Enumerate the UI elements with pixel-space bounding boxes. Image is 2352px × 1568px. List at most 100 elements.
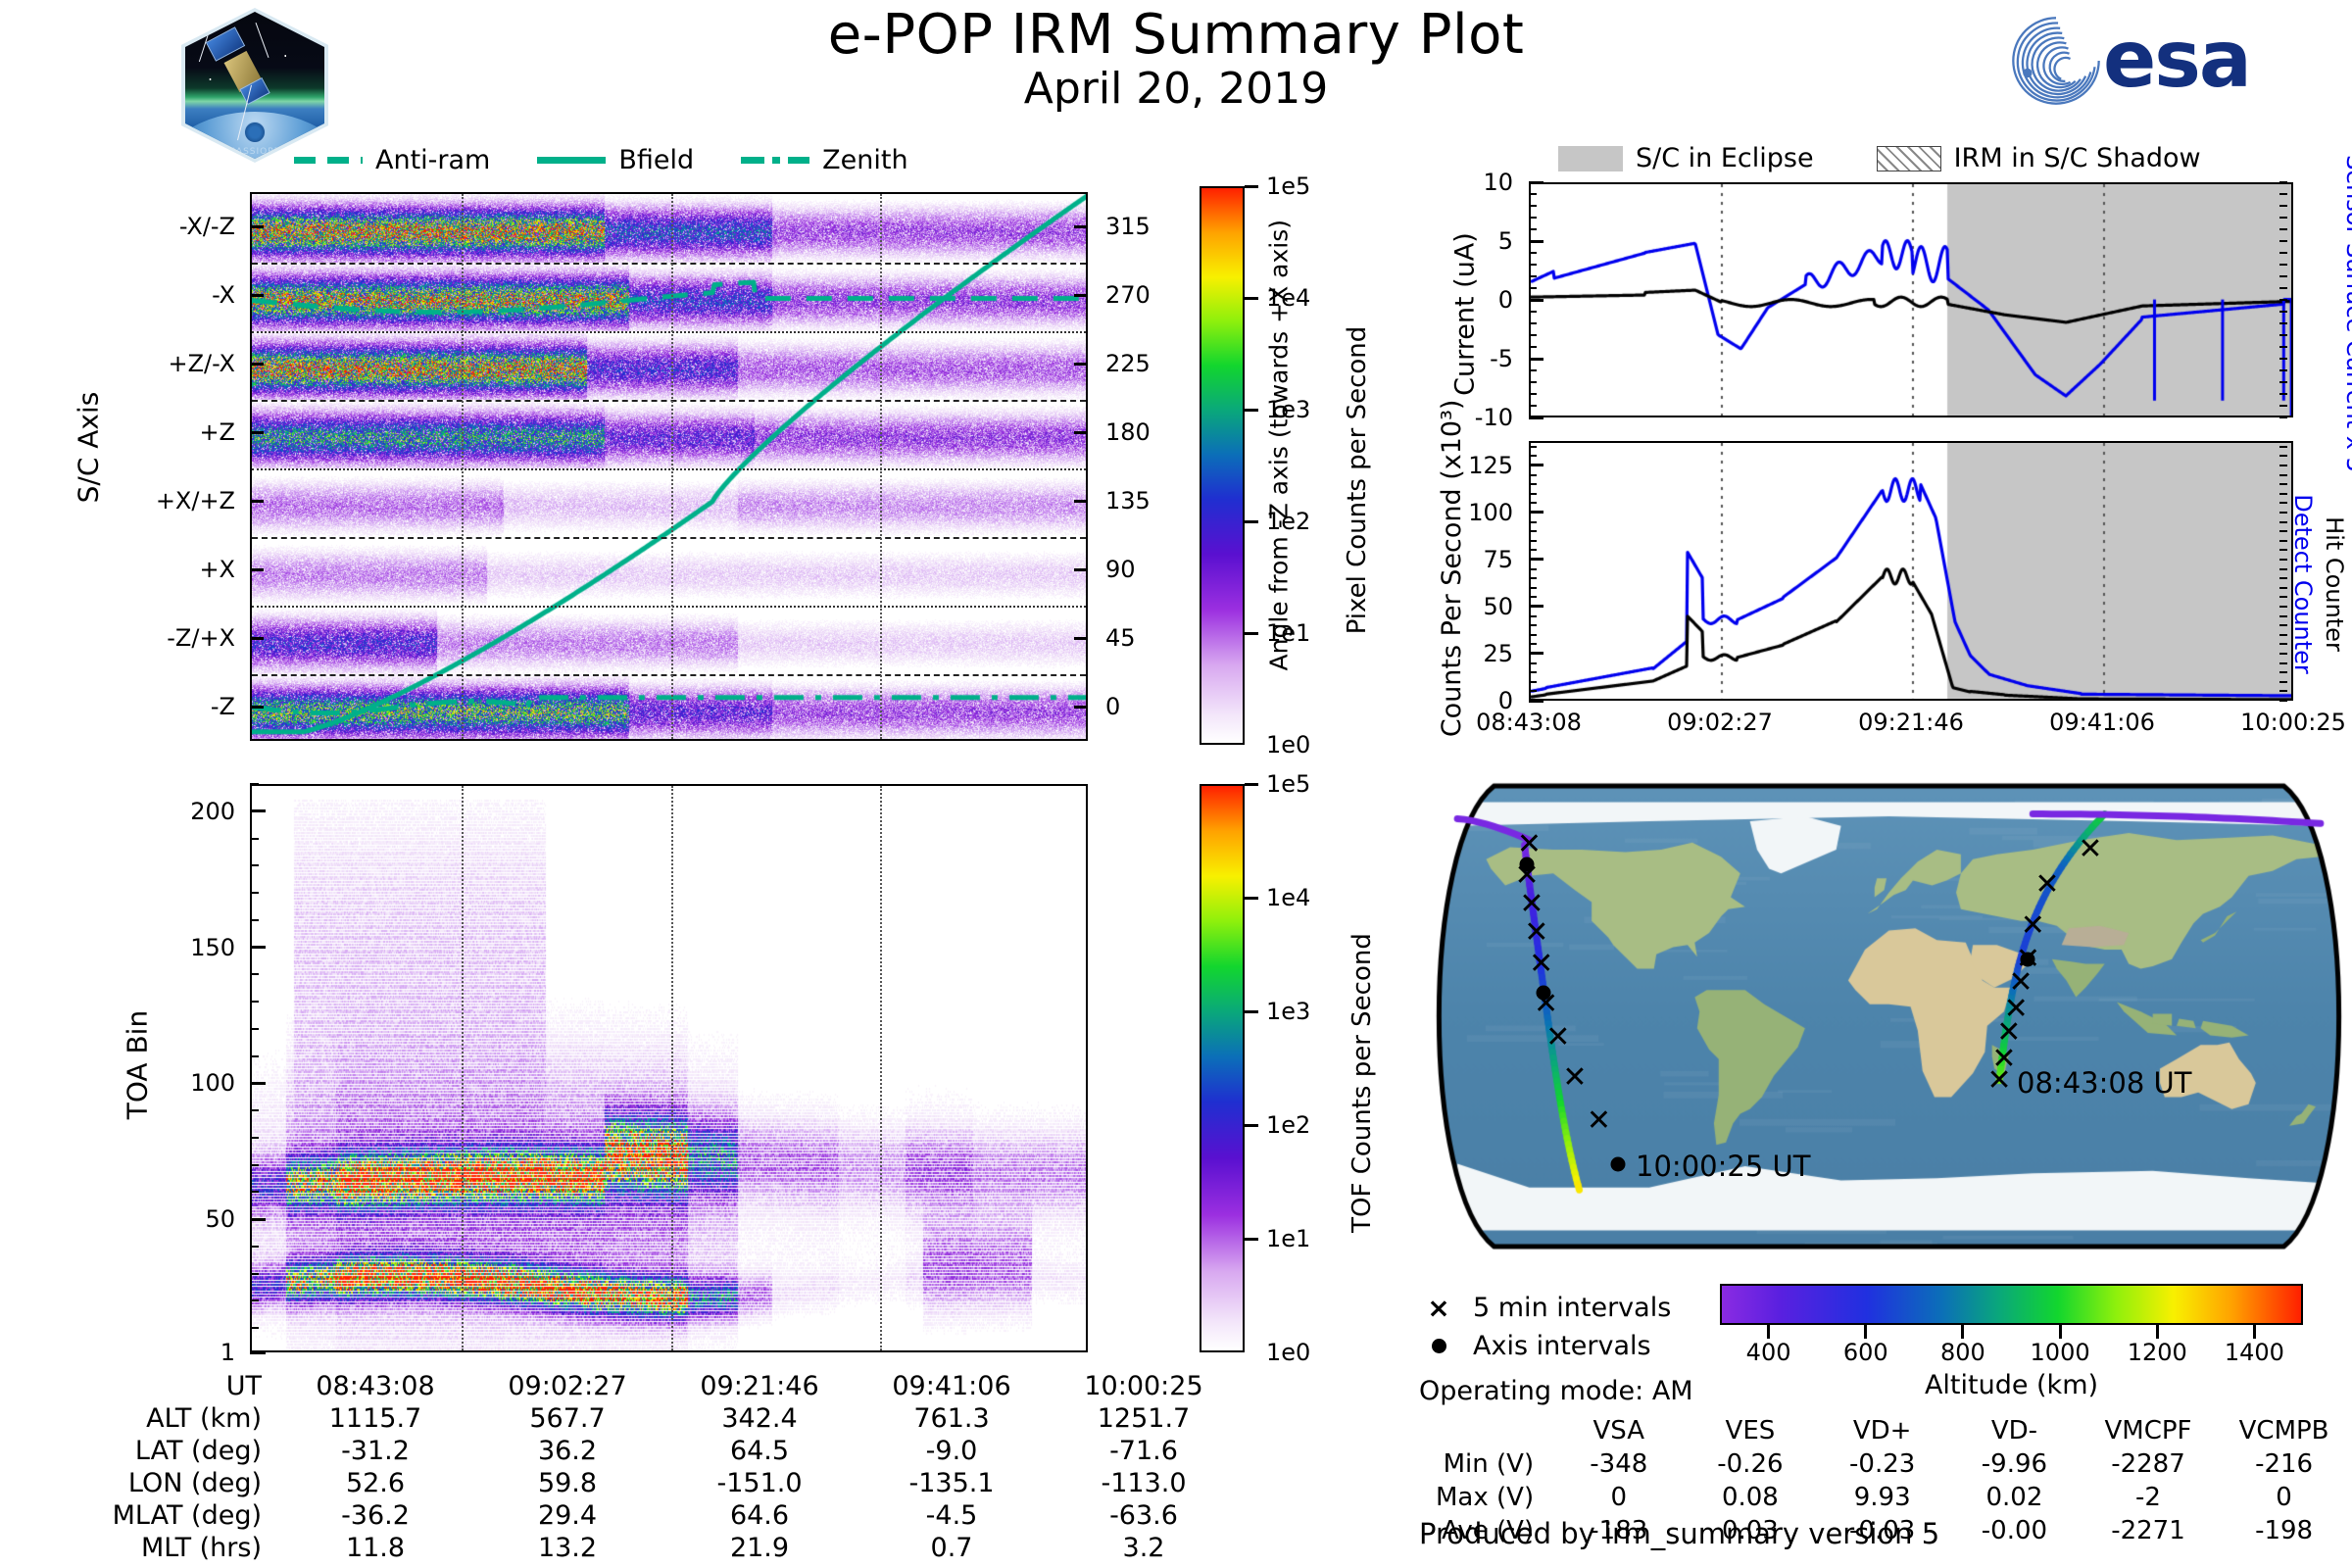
axis-tick-mark (1245, 631, 1258, 635)
axis-tick-mark (1529, 181, 1537, 183)
voltage-cell-1-3: 0.02 (1985, 1483, 2043, 1512)
voltage-row: Max (V) 0 0.08 9.93 0.02 -2 0 (1411, 1481, 2352, 1514)
axis-tick-mark (250, 636, 264, 640)
tof-colorbar-tick-3: 1e3 (1266, 998, 1311, 1025)
axis-tick-mark (2279, 605, 2287, 608)
axis-tick-mark (1245, 519, 1258, 523)
sc-axis-right-ytick-5: 90 (1105, 556, 1136, 583)
axis-tick-mark (1529, 228, 1537, 230)
axis-tick-mark (2279, 464, 2287, 466)
axis-tick-mark (1074, 636, 1088, 640)
tof-counts-colorbar-label: TOF Counts per Second (1348, 933, 1377, 1233)
axis-tick-mark (2279, 275, 2287, 277)
toa-ytick-2: 100 (190, 1069, 235, 1098)
axis-tick-mark (250, 362, 264, 366)
counts-right-label-black: Hit Counter (2321, 516, 2348, 652)
counts-ytick-4: 100 (1468, 498, 1513, 526)
axis-tick-mark (2279, 346, 2287, 348)
axis-tick-mark (2279, 520, 2287, 523)
ephemeris-row: MLAT (deg) -36.2 29.4 64.6 -4.5 -63.6 (93, 1499, 1240, 1532)
ephemeris-cell-5-2: 21.9 (729, 1533, 790, 1563)
axis-tick-mark (250, 809, 259, 812)
toa-gridline-v (880, 786, 883, 1350)
ephemeris-cell-5-4: 3.2 (1122, 1533, 1165, 1563)
axis-tick-mark (2279, 596, 2287, 599)
axis-tick-mark (1245, 184, 1258, 188)
axis-tick-mark (1529, 690, 1537, 693)
sc-axis-right-ytick-1: 270 (1105, 281, 1151, 309)
ephemeris-cell-2-3: -9.0 (925, 1436, 978, 1466)
bfield-solid-swatch-icon (537, 157, 607, 164)
ephemeris-cell-0-4: 10:00:25 (1084, 1371, 1203, 1401)
axis-tick-mark (1529, 577, 1537, 580)
voltage-cell-0-0: -348 (1590, 1449, 1648, 1479)
five-min-marker: ✕ (1516, 827, 1543, 862)
ephemeris-cell-1-1: 567.7 (529, 1403, 606, 1434)
counts-ytick-3: 75 (1483, 545, 1513, 573)
pixel-colorbar-tick-0: 1e0 (1266, 731, 1311, 759)
esa-logo-text: esa (2103, 14, 2252, 105)
sc-axis-ytick-7: -Z (210, 693, 235, 720)
cassiope-logo: CASSIOPE (181, 8, 328, 163)
sc-axis-row-divider (252, 331, 1086, 333)
sc-axis-row-divider (252, 606, 1086, 608)
ephemeris-cell-0-2: 09:21:46 (700, 1371, 819, 1401)
axis-tick-mark (250, 224, 264, 228)
time-tick-4: 10:00:25 (2240, 709, 2346, 736)
sc-axis-right-ytick-6: 45 (1105, 624, 1136, 652)
time-tick-2: 09:21:46 (1858, 709, 1964, 736)
legend-item-irm-shadow: IRM in S/C Shadow (1876, 143, 2201, 173)
axis-tick-mark (250, 918, 259, 921)
axis-tick-mark (250, 1272, 259, 1275)
sc-axis-ytick-5: +X (199, 556, 235, 583)
legend-item-anti-ram: Anti-ram (294, 145, 490, 175)
axis-tick-mark (2279, 633, 2287, 636)
axis-tick-mark (1529, 511, 1537, 514)
axis-tick-mark (1529, 445, 1537, 448)
axis-tick-mark (2279, 586, 2287, 589)
sc-axis-ytick-4: +X/+Z (155, 487, 235, 514)
voltage-row-label: Max (V) (1436, 1483, 1535, 1512)
altitude-tick-2: 800 (1940, 1339, 1985, 1366)
voltage-cell-2-0: -183 (1590, 1516, 1648, 1545)
toa-ytick-4: 200 (190, 797, 235, 825)
toa-bin-heatmap (250, 784, 1088, 1352)
axis-tick-mark (1529, 596, 1537, 599)
current-ytick-2: 0 (1497, 286, 1513, 314)
tof-colorbar-tick-2: 1e2 (1266, 1111, 1311, 1139)
current-ytick-1: -5 (1490, 345, 1513, 372)
axis-tick-mark (1529, 502, 1537, 505)
voltage-cell-2-1: 0.03 (1721, 1516, 1779, 1545)
axis-tick-mark (1529, 275, 1537, 277)
ephemeris-cell-2-4: -71.6 (1109, 1436, 1178, 1466)
sc-axis-row-divider (252, 468, 1086, 470)
axis-tick-mark (1529, 299, 1537, 301)
axis-tick-mark (2279, 228, 2287, 230)
axis-tick-mark (250, 1001, 259, 1003)
legend-item-sc-eclipse: S/C in Eclipse (1558, 143, 1814, 173)
voltage-col-header-4: VMCPF (2104, 1416, 2192, 1446)
orbit-end-time-label: 10:00:25 UT (1636, 1149, 1811, 1183)
ephemeris-cell-3-3: -135.1 (908, 1468, 995, 1498)
axis-tick-mark (1529, 558, 1537, 561)
sc-axis-row-divider (252, 537, 1086, 539)
orbit-start-time-label: 08:43:08 UT (2017, 1065, 2192, 1100)
axis-tick-mark (2279, 473, 2287, 476)
sc-axis-right-ytick-4: 135 (1105, 487, 1151, 514)
sc-axis-right-ytick-2: 225 (1105, 350, 1151, 377)
axis-tick-mark (2279, 358, 2287, 360)
axis-tick-mark (1529, 586, 1537, 589)
axis-tick-mark (2279, 205, 2287, 207)
voltage-cell-0-5: -216 (2255, 1449, 2314, 1479)
ephemeris-row: UT 08:43:08 09:02:27 09:21:46 09:41:06 10:00:… (93, 1370, 1240, 1402)
voltage-cell-2-4: -2271 (2111, 1516, 2185, 1545)
axis-interval-marker (2020, 952, 2035, 967)
legend-label-irm-shadow: IRM in S/C Shadow (1953, 143, 2201, 173)
pixel-colorbar-tick-3: 1e3 (1266, 396, 1311, 423)
axis-tick-mark (2279, 455, 2287, 458)
axis-interval-marker (1536, 985, 1551, 1001)
tof-counts-colorbar (1200, 784, 1245, 1352)
ephemeris-cell-2-1: 36.2 (537, 1436, 598, 1466)
shadow-hatch-swatch-icon (1876, 145, 1941, 172)
axis-tick-mark (2279, 577, 2287, 580)
